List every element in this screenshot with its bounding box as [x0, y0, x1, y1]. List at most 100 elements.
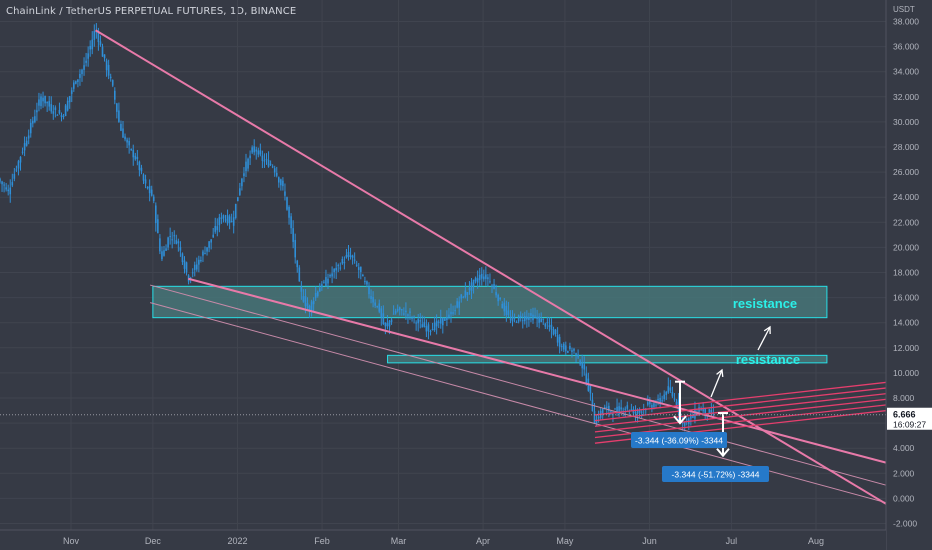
candle-body — [685, 419, 688, 421]
candle-body — [269, 163, 272, 165]
candle-body — [353, 259, 356, 261]
candle-body — [649, 401, 651, 405]
candle-body — [243, 173, 245, 177]
x-tick-label: Nov — [63, 536, 80, 546]
candle-body — [427, 324, 430, 332]
candle-body — [210, 239, 212, 243]
candle-body — [73, 82, 75, 89]
candle-body — [169, 236, 171, 238]
candle-body — [601, 408, 604, 415]
candle-body — [66, 100, 69, 111]
candle-body — [218, 217, 221, 226]
candle-body — [347, 251, 350, 257]
candle-body — [501, 303, 504, 309]
candle-body — [17, 161, 20, 169]
candle-body — [386, 323, 389, 327]
candle-body — [32, 120, 34, 124]
candle-body — [273, 168, 276, 173]
candle-body — [155, 205, 157, 224]
candle-body — [314, 292, 317, 298]
candle-body — [68, 95, 71, 103]
last-price-value: 6.666 — [893, 410, 916, 420]
candle-body — [669, 387, 672, 391]
candle-body — [83, 65, 85, 70]
candle-body — [394, 310, 397, 314]
x-tick-label: Apr — [476, 536, 490, 546]
candle-body — [116, 103, 118, 112]
candle-body — [140, 167, 143, 172]
candle-body — [468, 288, 471, 290]
candle-body — [150, 189, 153, 196]
candle-body — [673, 398, 676, 400]
up-arrow-head — [763, 325, 771, 335]
y-tick-label: 38.000 — [893, 17, 919, 27]
candle-body — [390, 319, 393, 322]
candle-body — [651, 404, 653, 408]
candle-body — [579, 360, 581, 365]
candle-body — [132, 149, 135, 158]
y-tick-label: 10.000 — [893, 368, 919, 378]
candle-body — [567, 350, 569, 353]
candle-body — [624, 408, 627, 410]
candle-body — [528, 316, 530, 321]
candle-body — [144, 179, 147, 184]
candle-body — [345, 254, 348, 258]
candle-body — [224, 219, 227, 221]
candle-body — [519, 315, 522, 318]
candle-body — [294, 240, 296, 258]
chart-title: ChainLink / TetherUS PERPETUAL FUTURES, … — [6, 6, 297, 17]
candle-body — [630, 409, 633, 411]
candle-body — [118, 110, 120, 122]
countdown-timer: 16:09:27 — [893, 420, 926, 430]
candle-body — [21, 151, 24, 153]
candle-body — [255, 149, 258, 152]
measure-bracket-head — [673, 415, 687, 425]
candle-body — [437, 321, 440, 323]
candle-body — [206, 247, 208, 252]
candle-body — [526, 316, 528, 320]
candle-body — [335, 267, 337, 271]
candle-body — [665, 391, 668, 395]
y-tick-label: 34.000 — [893, 67, 919, 77]
candle-body — [103, 54, 106, 59]
candle-body — [138, 161, 141, 171]
time-axis-panel — [0, 530, 886, 550]
candle-body — [79, 73, 81, 78]
candle-body — [499, 297, 501, 300]
candle-body — [495, 292, 497, 296]
candle-body — [226, 214, 229, 224]
candle-body — [339, 267, 342, 269]
candle-body — [288, 206, 290, 218]
measure-label: -3.344 (-51.72%) -3344 — [672, 470, 760, 480]
candle-body — [196, 264, 198, 270]
candle-body — [370, 296, 372, 299]
candle-body — [19, 156, 22, 163]
candle-body — [48, 101, 50, 107]
candle-body — [429, 331, 432, 333]
candle-body — [368, 287, 370, 295]
candle-body — [454, 310, 456, 312]
candle-body — [380, 308, 383, 317]
candle-body — [239, 188, 241, 195]
candle-body — [128, 140, 130, 146]
candle-body — [300, 286, 303, 292]
candle-body — [126, 139, 128, 143]
candle-body — [507, 310, 510, 316]
candle-body — [626, 405, 629, 409]
candle-body — [5, 187, 7, 190]
candle-body — [655, 404, 657, 406]
candle-body — [411, 317, 413, 319]
candle-body — [659, 397, 661, 405]
candle-body — [105, 60, 108, 71]
candle-body — [136, 156, 139, 160]
candle-body — [517, 315, 520, 322]
candle-body — [214, 225, 217, 232]
y-tick-label: 28.000 — [893, 142, 919, 152]
candle-body — [565, 345, 567, 352]
candle-body — [310, 301, 313, 312]
candle-body — [382, 313, 385, 325]
y-tick-label: 18.000 — [893, 268, 919, 278]
candle-body — [415, 322, 417, 324]
candle-body — [593, 411, 596, 425]
